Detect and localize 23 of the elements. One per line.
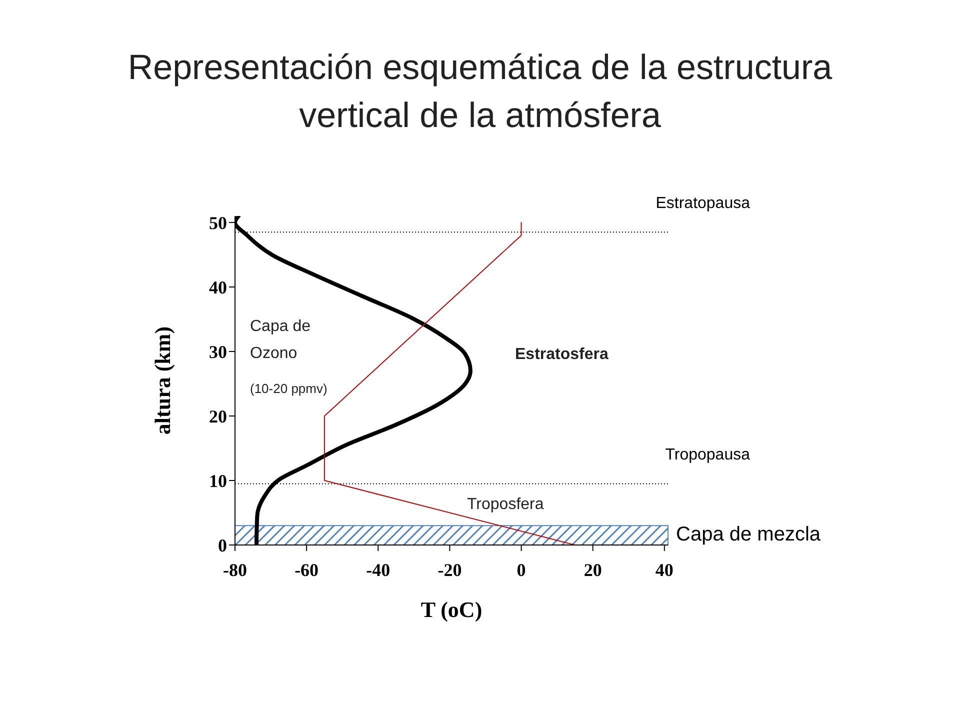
x-tick-label: -80 bbox=[223, 560, 247, 580]
x-tick-label: 40 bbox=[655, 560, 674, 580]
y-tick-label: 10 bbox=[209, 470, 227, 491]
y-axis-title: altura (km) bbox=[150, 326, 175, 435]
band-label: Capa de mezcla bbox=[676, 524, 822, 546]
y-tick-label: 50 bbox=[209, 212, 227, 233]
y-tick-label: 40 bbox=[209, 277, 227, 298]
x-tick-label: -40 bbox=[366, 560, 390, 580]
x-tick-label: 0 bbox=[516, 560, 526, 580]
annotation: (10-20 ppmv) bbox=[250, 380, 328, 398]
x-axis-title: T (oC) bbox=[420, 597, 482, 622]
x-tick-label: -60 bbox=[294, 560, 319, 580]
annotation: Capa de Ozono bbox=[250, 317, 312, 364]
chart-title: Representación esquemática de la estructura vertical de la atmósfera bbox=[126, 47, 834, 137]
y-tick-label: 0 bbox=[218, 535, 227, 556]
x-tick-label: 20 bbox=[584, 560, 602, 580]
y-tick-label: 20 bbox=[209, 406, 227, 426]
y-tick-label: 30 bbox=[209, 342, 227, 362]
ref-line-label: Estratopausa bbox=[656, 195, 750, 212]
ref-line-label: Tropopausa bbox=[665, 446, 750, 464]
annotation: Estratosfera bbox=[515, 345, 610, 365]
annotation: Troposfera bbox=[467, 495, 545, 515]
x-tick-label: -20 bbox=[438, 560, 462, 580]
